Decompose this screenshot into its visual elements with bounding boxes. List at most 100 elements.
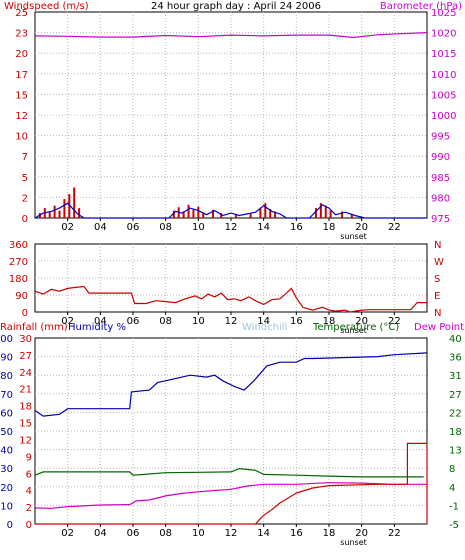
x-tick-label: 18	[323, 222, 336, 233]
humidity-tick-label: 80	[0, 371, 13, 382]
x-tick-label: 08	[159, 316, 172, 327]
x-tick-label: 02	[61, 528, 74, 539]
barometer-tick-label: 985	[431, 173, 450, 184]
sunset-label: sunset	[340, 326, 367, 335]
temperature-tick-label: 40	[449, 334, 462, 345]
rainfall-tick-label: 2	[26, 503, 32, 514]
direction-compass-label: W	[434, 257, 444, 268]
temperature-tick-label: 22	[449, 408, 462, 419]
humidity-tick-label: 100	[0, 334, 13, 345]
wind-average-line	[34, 202, 427, 219]
rainfall-tick-label: 0	[26, 520, 32, 531]
windspeed-tick-label: 15	[15, 90, 28, 101]
temperature-line	[34, 467, 424, 478]
rainfall-tick-label: 4	[26, 486, 32, 497]
rainfall-tick-label: 12	[19, 435, 32, 446]
rainfall-line	[35, 442, 428, 525]
rainfall-tick-label: 27	[19, 351, 32, 362]
humidity-tick-label: 60	[0, 408, 13, 419]
direction-degree-label: 0	[22, 308, 28, 319]
barometer-tick-label: 990	[431, 152, 450, 163]
humidity-tick-label: 20	[0, 483, 13, 494]
x-tick-label: 22	[388, 528, 401, 539]
x-tick-label: 02	[61, 222, 74, 233]
x-tick-label: 04	[94, 222, 107, 233]
direction-compass-label: N	[434, 308, 441, 319]
barometer-tick-label: 1025	[431, 8, 456, 19]
x-tick-label: 04	[94, 528, 107, 539]
rainfall-tick-label: 18	[19, 402, 32, 413]
temperature-tick-label: 13	[449, 446, 462, 457]
humidity-tick-label: 90	[0, 353, 13, 364]
x-tick-label: 12	[225, 528, 238, 539]
windspeed-tick-label: 20	[15, 49, 28, 60]
x-tick-label: 16	[290, 528, 303, 539]
rainfall-tick-label: 6	[26, 469, 32, 480]
rainfall-tick-label: 15	[19, 419, 32, 430]
x-tick-label: 12	[225, 316, 238, 327]
direction-compass-label: E	[434, 291, 440, 302]
x-tick-label: 06	[127, 316, 140, 327]
x-tick-label: 04	[94, 316, 107, 327]
x-tick-label: 14	[257, 222, 270, 233]
temperature-tick-label: 4	[449, 483, 455, 494]
barometer-tick-label: 1020	[431, 29, 456, 40]
rainfall-tick-label: 21	[19, 385, 32, 396]
dewpoint-axis-title: Dew Point	[414, 322, 464, 333]
x-tick-label: 22	[388, 222, 401, 233]
x-tick-label: 14	[257, 316, 270, 327]
humidity-tick-label: 10	[0, 501, 13, 512]
x-tick-label: 14	[257, 528, 270, 539]
temperature-tick-label: 31	[449, 371, 462, 382]
windspeed-tick-label: 5	[22, 173, 28, 184]
windchill-axis-title: Windchill	[242, 322, 287, 333]
humidity-tick-label: 0	[7, 520, 13, 531]
humidity-tick-label: 50	[0, 427, 13, 438]
x-tick-label: 08	[159, 528, 172, 539]
barometer-tick-label: 975	[431, 214, 450, 225]
windspeed-tick-label: 17	[15, 70, 28, 81]
rainfall-tick-label: 9	[26, 452, 32, 463]
temperature-tick-label: -1	[449, 501, 459, 512]
chart-title: 24 hour graph day : April 24 2006	[151, 1, 321, 12]
x-tick-label: 06	[127, 528, 140, 539]
wind-direction-line	[34, 285, 427, 313]
humidity-axis-title: Humidity %	[68, 322, 126, 333]
direction-degree-label: 180	[9, 274, 28, 285]
temperature-tick-label: 27	[449, 390, 462, 401]
rainfall-tick-label: 30	[19, 334, 32, 345]
x-tick-label: 18	[323, 528, 336, 539]
direction-degree-label: 270	[9, 257, 28, 268]
windspeed-tick-label: 25	[15, 8, 28, 19]
x-tick-label: 16	[290, 222, 303, 233]
windspeed-tick-label: 10	[15, 132, 28, 143]
x-tick-label: 06	[127, 222, 140, 233]
x-tick-label: 12	[225, 222, 238, 233]
x-tick-label: 10	[192, 222, 205, 233]
humidity-tick-label: 40	[0, 446, 13, 457]
barometer-axis-title: Barometer (hPa)	[380, 1, 462, 12]
x-tick-label: 20	[355, 528, 368, 539]
x-tick-label: 20	[355, 222, 368, 233]
windspeed-tick-label: 7	[22, 152, 28, 163]
x-tick-label: 18	[323, 316, 336, 327]
barometer-tick-label: 1000	[431, 111, 456, 122]
humidity-tick-label: 30	[0, 464, 13, 475]
x-tick-label: 10	[192, 316, 205, 327]
x-tick-label: 10	[192, 528, 205, 539]
windspeed-tick-label: 2	[22, 193, 28, 204]
barometer-line	[34, 32, 428, 39]
rainfall-axis-title: Rainfall (mm)	[0, 322, 68, 333]
temperature-tick-label: 8	[449, 464, 455, 475]
direction-degree-label: 90	[15, 291, 28, 302]
direction-compass-label: N	[434, 240, 441, 251]
sunset-label: sunset	[340, 538, 367, 547]
windspeed-tick-label: 23	[15, 29, 28, 40]
rainfall-tick-label: 24	[19, 368, 32, 379]
windspeed-tick-label: 12	[15, 111, 28, 122]
x-tick-label: 08	[159, 222, 172, 233]
direction-degree-label: 360	[9, 240, 28, 251]
windspeed-tick-label: 0	[22, 214, 28, 225]
humidity-line	[34, 352, 428, 417]
